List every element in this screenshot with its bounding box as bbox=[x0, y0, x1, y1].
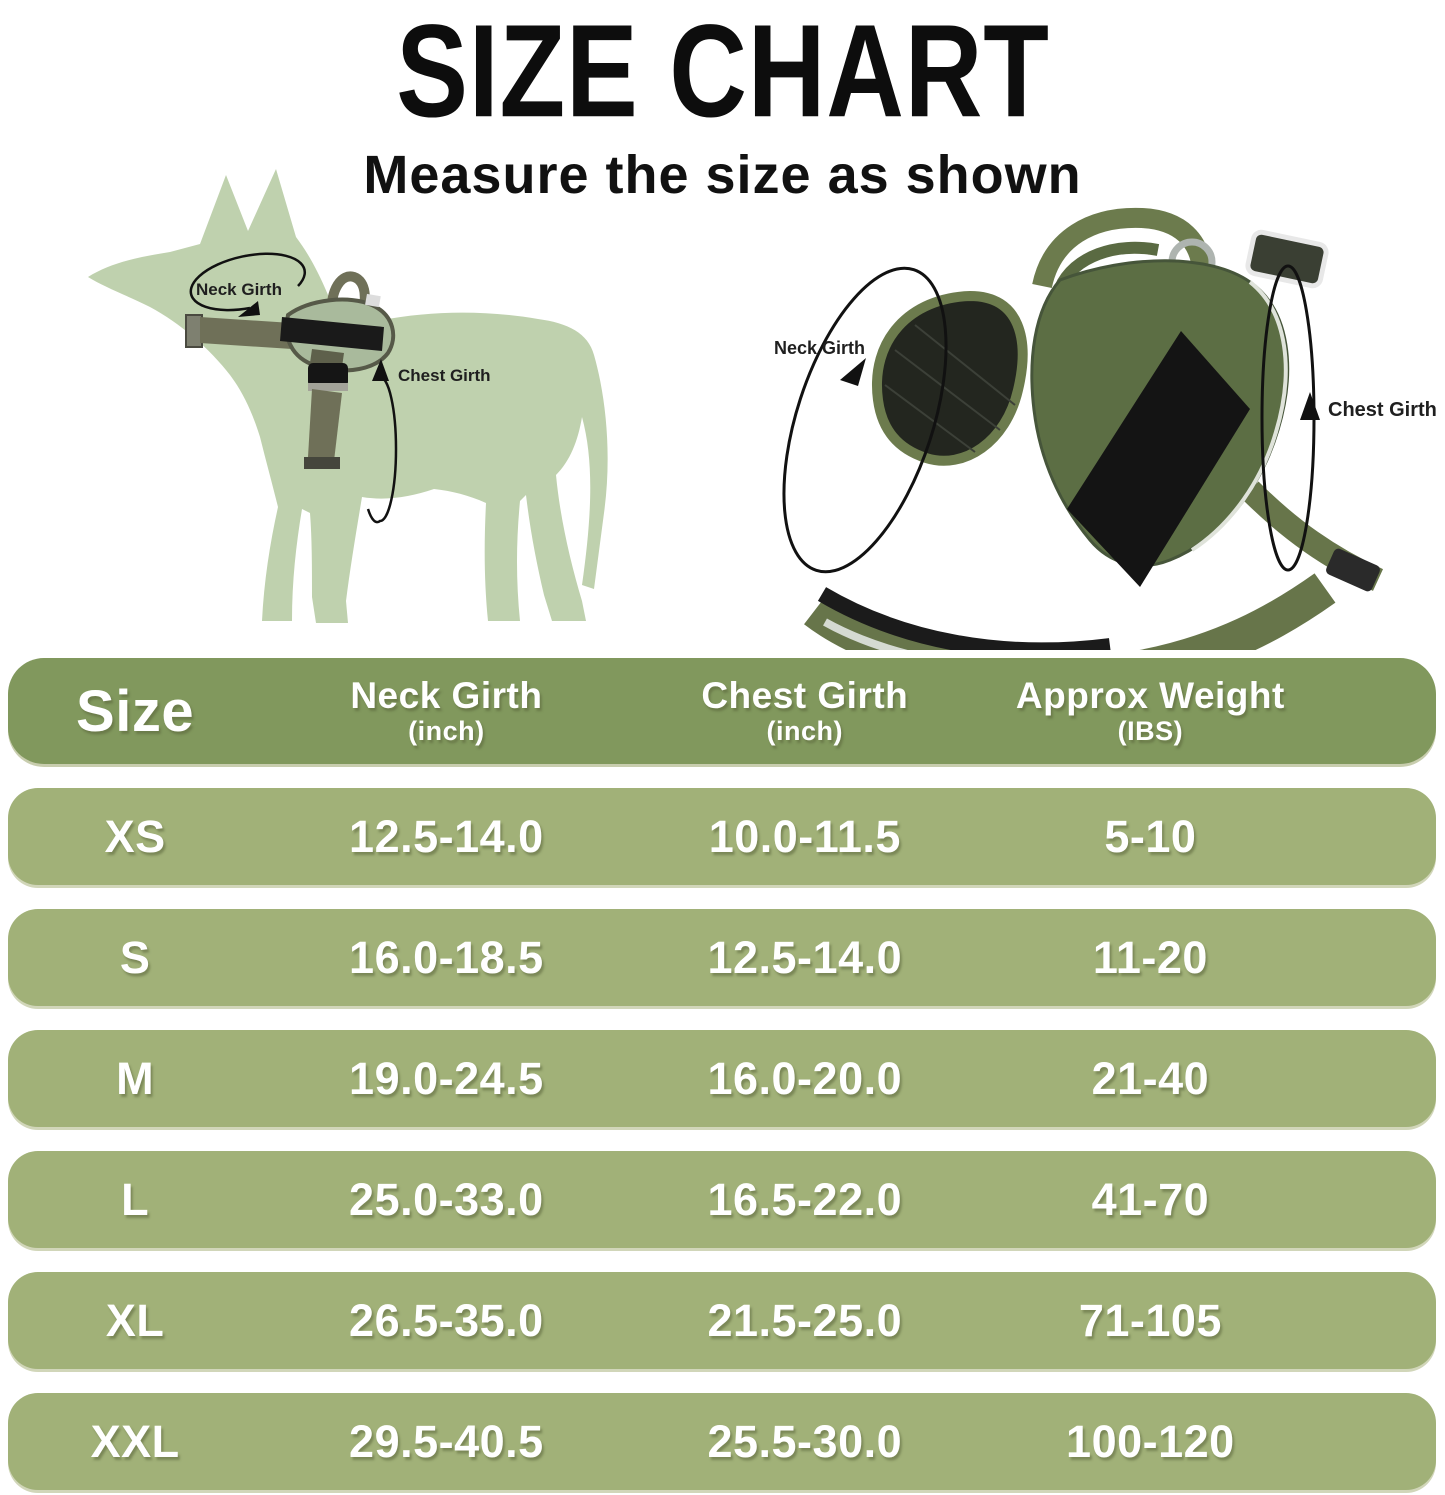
size-table: Size Neck Girth (inch) Chest Girth (inch… bbox=[8, 658, 1436, 1490]
arrowhead-icon bbox=[372, 359, 389, 381]
weight-cell: 100-120 bbox=[1066, 1415, 1235, 1467]
table-row-xxl: XXL 29.5-40.5 25.5-30.0 100-120 bbox=[8, 1393, 1436, 1490]
table-row-s: S 16.0-18.5 12.5-14.0 11-20 bbox=[8, 909, 1436, 1006]
size-cell: M bbox=[116, 1052, 155, 1104]
table-header-row: Size Neck Girth (inch) Chest Girth (inch… bbox=[8, 658, 1436, 764]
harness-measurement-diagram: Neck Girth Chest Girth bbox=[730, 190, 1445, 650]
header-chest-girth: Chest Girth (inch) bbox=[631, 674, 979, 746]
neck-cell: 29.5-40.5 bbox=[349, 1415, 544, 1467]
neck-cell: 19.0-24.5 bbox=[349, 1052, 544, 1104]
page-subtitle: Measure the size as shown bbox=[363, 145, 1082, 205]
header-chest-title: Chest Girth bbox=[701, 674, 909, 716]
harness-neck-girth-label: Neck Girth bbox=[774, 338, 865, 358]
weight-cell: 41-70 bbox=[1091, 1173, 1210, 1225]
neck-cell: 16.0-18.5 bbox=[349, 931, 544, 983]
dog-chest-girth-annotation: Chest Girth bbox=[366, 359, 491, 524]
dog-neck-girth-label: Neck Girth bbox=[196, 280, 282, 299]
header-neck-unit: (inch) bbox=[408, 715, 485, 746]
chest-cell: 21.5-25.0 bbox=[707, 1294, 903, 1346]
harness-illustration: Neck Girth Chest Girth bbox=[774, 207, 1437, 650]
dog-neck-girth-annotation: Neck Girth bbox=[189, 252, 306, 317]
header-weight-title: Approx Weight bbox=[1015, 674, 1285, 716]
size-cell: S bbox=[119, 931, 151, 983]
table-row-m: M 19.0-24.5 16.0-20.0 21-40 bbox=[8, 1030, 1436, 1127]
chest-cell: 16.0-20.0 bbox=[707, 1052, 903, 1104]
size-cell: XS bbox=[104, 810, 166, 862]
chest-cell: 16.5-22.0 bbox=[707, 1173, 903, 1225]
weight-cell: 71-105 bbox=[1078, 1294, 1222, 1346]
harness-chest-girth-annotation: Chest Girth bbox=[1260, 264, 1437, 572]
neck-cell: 12.5-14.0 bbox=[349, 810, 544, 862]
dog-chest-girth-label: Chest Girth bbox=[398, 366, 491, 385]
harness-neck-girth-annotation: Neck Girth bbox=[774, 266, 948, 574]
weight-cell: 21-40 bbox=[1091, 1052, 1210, 1104]
table-row-l: L 25.0-33.0 16.5-22.0 41-70 bbox=[8, 1151, 1436, 1248]
chest-cell: 12.5-14.0 bbox=[707, 931, 903, 983]
header-chest-unit: (inch) bbox=[766, 715, 844, 746]
size-cell: XXL bbox=[90, 1415, 180, 1467]
harness-graphic bbox=[804, 207, 1384, 650]
table-row-xs: XS 12.5-14.0 10.0-11.5 5-10 bbox=[8, 788, 1436, 885]
dog-silhouette-illustration: Neck Girth Chest Girth bbox=[88, 169, 608, 623]
header-weight-unit: (IBS) bbox=[1117, 715, 1184, 746]
size-cell: XL bbox=[105, 1294, 165, 1346]
table-row-xl: XL 26.5-35.0 21.5-25.0 71-105 bbox=[8, 1272, 1436, 1369]
weight-cell: 11-20 bbox=[1092, 931, 1208, 983]
size-cell: L bbox=[121, 1173, 150, 1225]
neck-cell: 26.5-35.0 bbox=[349, 1294, 544, 1346]
arrowhead-icon bbox=[238, 301, 260, 317]
title-block: SIZE CHART Measure the size as shown bbox=[0, 0, 1445, 202]
chest-cell: 10.0-11.5 bbox=[708, 810, 901, 862]
dog-measurement-diagram: Neck Girth Chest Girth bbox=[50, 165, 670, 655]
weight-cell: 5-10 bbox=[1104, 810, 1197, 862]
chest-cell: 25.5-30.0 bbox=[707, 1415, 903, 1467]
header-size: Size bbox=[76, 678, 195, 744]
header-neck-girth: Neck Girth (inch) bbox=[262, 674, 630, 746]
harness-chest-girth-label: Chest Girth bbox=[1328, 399, 1437, 421]
neck-cell: 25.0-33.0 bbox=[349, 1173, 544, 1225]
arrowhead-icon bbox=[1300, 392, 1320, 420]
arrowhead-icon bbox=[840, 358, 866, 386]
header-approx-weight: Approx Weight (IBS) bbox=[979, 674, 1322, 746]
header-neck-title: Neck Girth bbox=[350, 674, 543, 716]
dog-silhouette bbox=[88, 169, 608, 623]
page-title: SIZE CHART bbox=[395, 0, 1050, 146]
dog-harness-graphic bbox=[185, 271, 396, 469]
